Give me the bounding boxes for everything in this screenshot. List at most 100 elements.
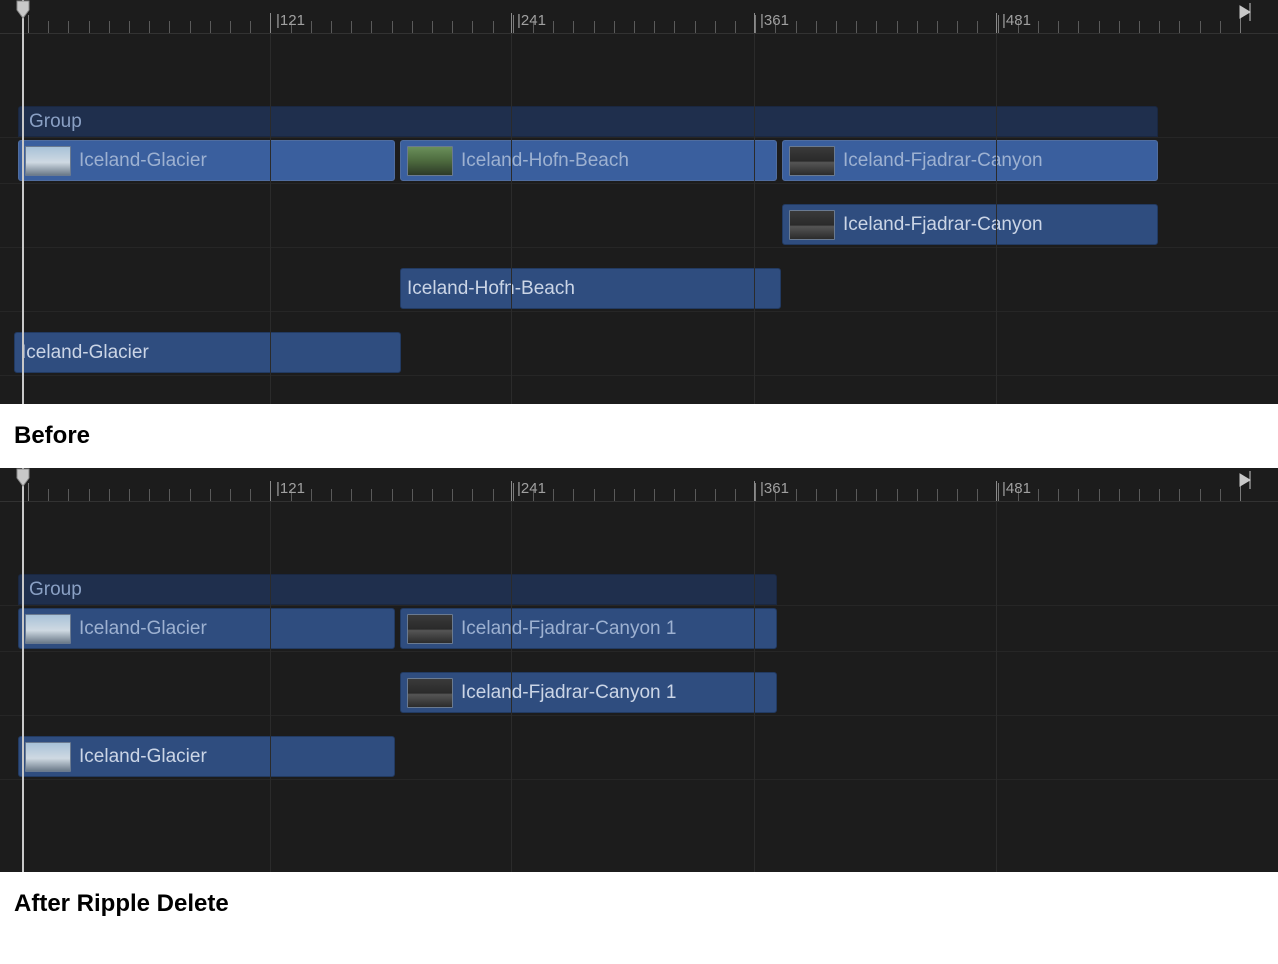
ruler-tick [917,489,918,501]
ruler-tick [573,21,574,33]
ruler-tick [109,489,110,501]
ruler-tick [68,489,69,501]
clip-canyon[interactable]: Iceland-Fjadrar-Canyon 1 [400,608,777,649]
ruler-tick [432,21,433,33]
playhead[interactable] [22,468,24,872]
ruler-tick [1179,21,1180,33]
track-row [0,34,1278,106]
ruler-tick [48,489,49,501]
ruler-tick [392,21,393,33]
ruler[interactable]: |121|241|361|481 [0,0,1278,34]
track-row: Iceland-Glacier [0,734,1278,780]
tracks: Group Iceland-Glacier Iceland-Hofn-Beach I… [0,34,1278,394]
clip-label: Iceland-Glacier [79,150,207,172]
ruler-tick [1038,21,1039,33]
ruler-tick [1119,21,1120,33]
ruler-tick [129,489,130,501]
track-row: Iceland-Glacier [0,330,1278,376]
track-row [0,502,1278,574]
ruler-tick [351,489,352,501]
ruler-tick [917,21,918,33]
clip-label: Iceland-Fjadrar-Canyon [843,214,1043,236]
ruler-tick [1220,21,1221,33]
playhead[interactable] [22,0,24,404]
clip-thumbnail-icon [789,146,835,176]
ruler-tick [796,21,797,33]
gridline [270,34,271,404]
ruler-tick [594,21,595,33]
ruler-tick [735,489,736,501]
clip-canyon2[interactable]: Iceland-Fjadrar-Canyon [782,204,1158,245]
ruler-tick [371,21,372,33]
playhead-marker-icon[interactable] [16,468,30,488]
ruler-tick [109,21,110,33]
track-row: Iceland-Fjadrar-Canyon 1 [0,670,1278,716]
ruler-tick [998,15,999,33]
clip-canyon2[interactable]: Iceland-Fjadrar-Canyon 1 [400,672,777,713]
clip-thumbnail-icon [25,614,71,644]
tracks: Group Iceland-Glacier Iceland-Fjadrar-Can… [0,502,1278,870]
ruler-tick [897,21,898,33]
ruler-tick [1139,21,1140,33]
caption-after: After Ripple Delete [0,872,1278,936]
ruler-tick [1159,21,1160,33]
ruler-tick [432,489,433,501]
gridline [511,502,512,872]
timeline-before: |121|241|361|481 Group Iceland-Glacier Ic… [0,0,1278,404]
ruler-tick [149,489,150,501]
track-row [0,716,1278,734]
gridline [996,502,997,872]
ruler-tick [511,13,512,33]
ruler-tick [937,489,938,501]
ruler-tick [1220,489,1221,501]
end-marker-icon[interactable] [1238,470,1252,490]
ruler-tick [634,489,635,501]
clip-label: Iceland-Glacier [79,618,207,640]
ruler-tick [715,21,716,33]
clip-label: Iceland-Hofn-Beach [461,150,629,172]
ruler-tick [614,21,615,33]
ruler-label: |481 [1002,480,1031,497]
ruler-tick [614,489,615,501]
ruler-tick [998,483,999,501]
clip-glacier2[interactable]: Iceland-Glacier [14,332,401,373]
ruler-tick [493,489,494,501]
gridline [996,34,997,404]
ruler-tick [856,21,857,33]
ruler-tick [715,489,716,501]
group-clip[interactable]: Group [18,106,1158,137]
ruler[interactable]: |121|241|361|481 [0,468,1278,502]
clip-beach2[interactable]: Iceland-Hofn-Beach [400,268,781,309]
clip-glacier[interactable]: Iceland-Glacier [18,140,395,181]
ruler-tick [452,489,453,501]
clip-glacier[interactable]: Iceland-Glacier [18,608,395,649]
ruler-tick [169,21,170,33]
ruler-tick [511,481,512,501]
clip-label: Iceland-Fjadrar-Canyon 1 [461,682,676,704]
clip-canyon[interactable]: Iceland-Fjadrar-Canyon [782,140,1158,181]
group-clip[interactable]: Group [18,574,777,605]
ruler-tick [897,489,898,501]
ruler-tick [876,489,877,501]
ruler-tick [553,21,554,33]
ruler-tick [594,489,595,501]
clip-thumbnail-icon [407,146,453,176]
playhead-marker-icon[interactable] [16,0,30,20]
ruler-tick [89,489,90,501]
ruler-tick [331,489,332,501]
ruler-tick [1078,21,1079,33]
clip-beach[interactable]: Iceland-Hofn-Beach [400,140,777,181]
ruler-tick [452,21,453,33]
ruler-tick [1058,21,1059,33]
ruler-tick [472,489,473,501]
clip-glacier2[interactable]: Iceland-Glacier [18,736,395,777]
end-marker-icon[interactable] [1238,2,1252,22]
ruler-tick [1058,489,1059,501]
clip-label: Iceland-Fjadrar-Canyon [843,150,1043,172]
ruler-tick [856,489,857,501]
ruler-tick [1099,489,1100,501]
ruler-tick [1038,489,1039,501]
track-row: Iceland-Glacier Iceland-Fjadrar-Canyon 1 [0,606,1278,652]
ruler-tick [513,483,514,501]
group-label: Group [29,111,82,133]
